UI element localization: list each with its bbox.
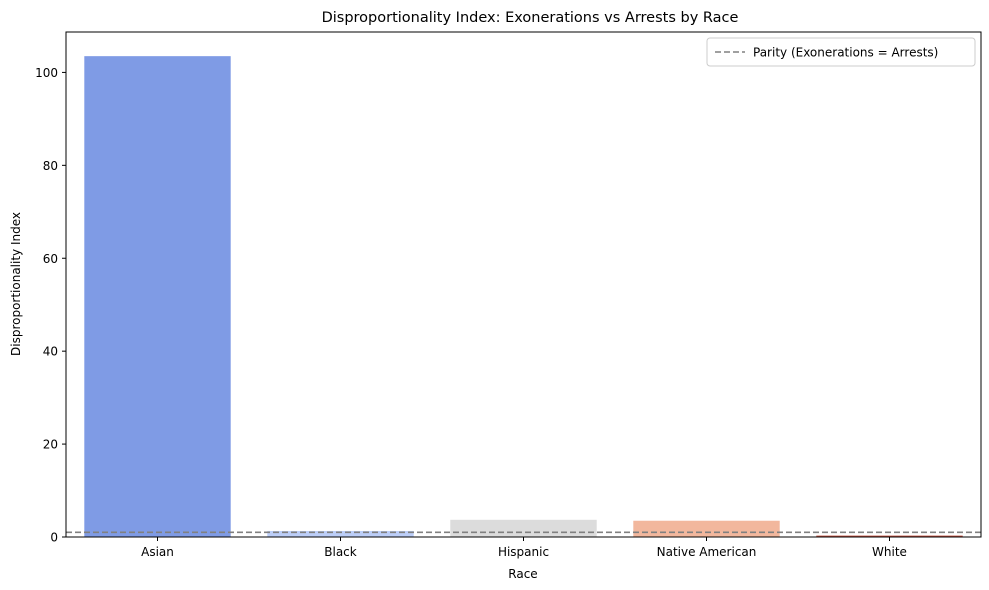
bar-native-american xyxy=(633,520,780,537)
y-tick-label: 20 xyxy=(43,438,58,452)
x-tick-label: Black xyxy=(324,545,357,559)
legend: Parity (Exonerations = Arrests) xyxy=(706,37,976,67)
y-axis: 0 20 40 60 80 100 xyxy=(35,66,66,545)
y-tick-label: 40 xyxy=(43,345,58,359)
bar-black xyxy=(267,530,414,537)
bar-asian xyxy=(84,56,231,537)
x-tick-label: Native American xyxy=(657,545,757,559)
bar-white xyxy=(816,535,963,537)
bars-group xyxy=(84,56,963,537)
x-tick-label: Asian xyxy=(141,545,174,559)
bar-hispanic xyxy=(450,519,597,537)
y-tick-label: 80 xyxy=(43,159,58,173)
x-axis-label: Race xyxy=(508,567,537,581)
legend-label: Parity (Exonerations = Arrests) xyxy=(753,46,938,60)
x-tick-label: White xyxy=(872,545,907,559)
x-tick-label: Hispanic xyxy=(498,545,549,559)
y-tick-label: 100 xyxy=(35,66,58,80)
chart-title: Disproportionality Index: Exonerations v… xyxy=(322,10,739,26)
y-tick-label: 0 xyxy=(50,531,58,545)
y-tick-label: 60 xyxy=(43,252,58,266)
legend-box xyxy=(706,37,976,67)
y-axis-label: Disproportionality Index xyxy=(9,212,23,356)
x-axis: Asian Black Hispanic Native American White xyxy=(141,537,907,559)
